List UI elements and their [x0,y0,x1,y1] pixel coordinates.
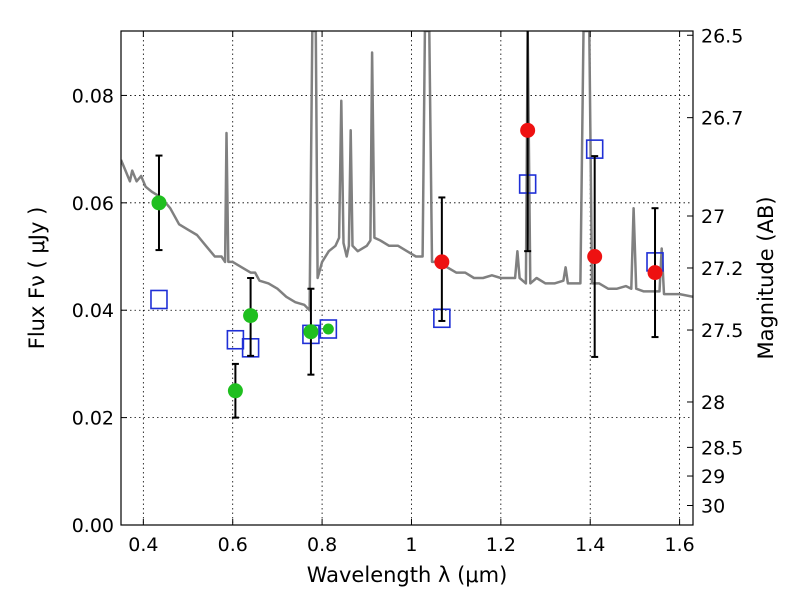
x-tick-label: 1.4 [575,534,605,556]
y-axis-label-right: Magnitude (AB) [754,196,778,359]
x-axis-label: Wavelength λ (μm) [307,563,508,587]
mag-tick-label: 27.2 [701,258,743,280]
plot-area [121,31,693,419]
x-tick-label: 0.8 [307,534,337,556]
x-tick-label: 1.6 [664,534,694,556]
y-tick-label: 0.08 [72,85,114,107]
x-tick-label: 1 [405,534,417,556]
axis-ticks: 0.4 0.6 0.8 1 1.2 1.4 1.6 0.00 0.02 0.04 0.06 0.08 2… [72,25,744,556]
mag-tick-label: 28.5 [701,437,743,459]
optical-data-point [322,323,334,335]
mag-tick-label: 30 [701,496,725,518]
mag-tick-label: 27 [701,206,725,228]
mag-tick-label: 26.5 [701,25,743,47]
grid-lines [121,31,693,526]
optical-data-point [243,308,259,324]
x-tick-label: 1.2 [486,534,516,556]
y-tick-label: 0.06 [72,193,114,215]
infrared-data-point [647,265,663,281]
y-tick-label: 0.02 [72,408,114,430]
y-axis-label: Flux Fν ( μJy ) [25,207,49,350]
infrared-data-point [434,254,450,270]
optical-data-point [227,383,243,399]
model-flux-square [226,329,245,350]
x-tick-label: 0.6 [218,534,248,556]
model-flux-square [150,289,168,310]
x-tick-label: 0.4 [128,534,158,556]
plot-frame [120,30,694,526]
mag-tick-label: 26.7 [701,108,743,130]
model-flux-square [319,319,338,339]
mag-tick-label: 27.5 [701,320,743,342]
mag-tick-label: 28 [701,392,725,414]
optical-data-point [151,195,167,211]
infrared-data-point [520,122,536,138]
y-tick-label: 0.00 [72,515,114,537]
infrared-data-point [587,249,603,265]
y-tick-label: 0.04 [72,300,114,322]
mag-tick-label: 29 [701,466,725,488]
model-spectrum-line [121,31,693,312]
optical-data-point [303,324,319,340]
